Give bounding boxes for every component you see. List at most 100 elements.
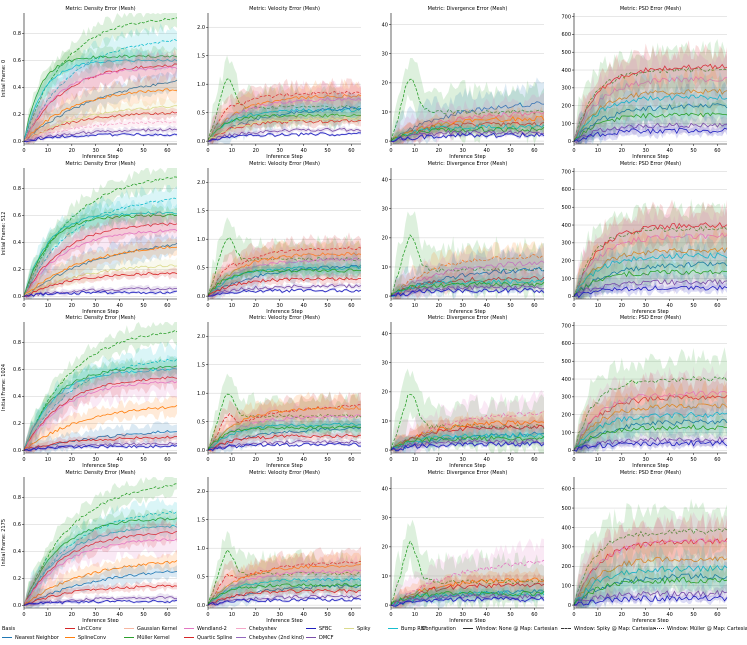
x-tick-label: 60 [531, 148, 537, 154]
y-tick-label: 0.2 [13, 576, 21, 582]
y-tick-label: 30 [382, 361, 388, 367]
series-line [207, 78, 362, 141]
series-band [24, 198, 177, 297]
series-line [207, 577, 362, 606]
series-line [390, 281, 545, 297]
x-tick-label: 50 [324, 303, 330, 309]
y-tick-label: 0 [385, 603, 388, 609]
figure-grid: Metric: Density Error (Mesh) 0.0 0.2 0.4 0.6… [1, 6, 728, 622]
series-band [24, 443, 177, 453]
series-line [390, 123, 545, 142]
series-band [574, 241, 727, 299]
series-line [207, 257, 362, 297]
subplot: Metric: Divergence Error (Mesh) 0 10 20 30 40… [382, 470, 545, 622]
x-tick-label: 20 [69, 612, 75, 618]
subplot: Metric: Density Error (Mesh) 0.0 0.2 0.4 0.6… [1, 315, 178, 469]
series-line [573, 103, 728, 142]
series-band [208, 391, 361, 453]
x-tick-label: 20 [436, 303, 442, 309]
x-tick-label: 30 [277, 457, 283, 463]
y-tick-label: 0 [568, 448, 571, 454]
x-tick-label: 0 [206, 612, 209, 618]
y-tick-label: 300 [561, 545, 571, 551]
x-tick-label: 60 [531, 303, 537, 309]
series-line [573, 88, 728, 142]
x-axis-label: Inference Step [82, 618, 118, 622]
series-band [208, 272, 361, 297]
series-band [208, 232, 361, 299]
series-band [574, 531, 727, 608]
series-line [23, 570, 178, 606]
series-line [573, 572, 728, 606]
x-tick-label: 50 [507, 612, 513, 618]
subplot: Metric: PSD Error (Mesh)0100200300400500… [561, 315, 728, 469]
x-tick-label: 20 [436, 148, 442, 154]
series-line [390, 593, 545, 606]
series-line [23, 38, 178, 142]
legend-label: Chebyshev [249, 626, 277, 632]
y-tick-label: 400 [561, 68, 571, 74]
subplot-title: Metric: Density Error (Mesh) [65, 315, 135, 321]
x-tick-label: 0 [22, 303, 25, 309]
legend: Basis LinCConv Gaussian Kernel Wendland-2 Ch… [0, 626, 747, 645]
x-tick-label: 20 [253, 612, 259, 618]
series-line [23, 228, 178, 297]
x-tick-label: 50 [140, 148, 146, 154]
series-line [207, 113, 362, 142]
series-band [24, 365, 177, 453]
series-line [23, 560, 178, 606]
series-band [574, 435, 727, 453]
x-tick-label: 0 [389, 457, 392, 463]
legend-item: SplineConv [65, 635, 106, 642]
subplot-title: Metric: Velocity Error (Mesh) [249, 6, 320, 12]
y-tick-label: 2.0 [197, 25, 205, 31]
subplot: Metric: PSD Error (Mesh)0100200300400500… [561, 6, 728, 160]
x-tick-label: 60 [714, 612, 720, 618]
x-tick-label: 30 [93, 612, 99, 618]
subplot-title: Metric: Density Error (Mesh) [65, 470, 135, 476]
legend-item: Müller Kernel [124, 635, 170, 642]
series-line [390, 438, 545, 451]
subplot-title: Metric: Velocity Error (Mesh) [249, 470, 320, 476]
legend-swatch [2, 637, 12, 638]
series-line [23, 530, 178, 606]
series-line [207, 425, 362, 451]
series-band [574, 70, 727, 144]
y-tick-label: 1.5 [197, 209, 205, 215]
y-tick-label: 400 [561, 377, 571, 383]
legend-label: Nearest Neighbor [15, 635, 59, 641]
x-tick-label: 0 [206, 457, 209, 463]
series-line [207, 563, 362, 606]
series-line [23, 538, 178, 606]
x-tick-label: 10 [412, 457, 418, 463]
series-line [23, 105, 177, 142]
legend-item: Configuration [422, 626, 456, 633]
y-tick-label: 30 [382, 52, 388, 58]
series-line [573, 576, 728, 606]
x-tick-label: 50 [690, 303, 696, 309]
y-tick-label: 10 [382, 419, 388, 425]
series-band [391, 425, 544, 453]
y-axis-label: Initial Frame: 1024 [1, 364, 7, 411]
legend-swatch [236, 637, 246, 638]
series-line [23, 111, 178, 142]
x-tick-label: 60 [531, 612, 537, 618]
legend-label: Spiky [357, 626, 371, 632]
series-band [574, 430, 727, 453]
series-line [390, 129, 545, 143]
x-tick-label: 60 [164, 457, 170, 463]
series-line [23, 584, 178, 606]
x-axis-label: Inference Step [632, 618, 668, 622]
series-line [573, 556, 728, 606]
y-tick-label: 200 [561, 412, 571, 418]
y-tick-label: 0 [385, 139, 388, 145]
y-tick-label: 1.0 [197, 391, 205, 397]
series-band [208, 106, 361, 142]
x-axis-label: Inference Step [266, 463, 302, 469]
series-line [23, 595, 178, 606]
series-line [23, 197, 178, 297]
series-band [391, 121, 544, 144]
legend-label: DMCF [319, 635, 334, 641]
series-line [573, 375, 728, 451]
legend-swatch [306, 637, 316, 638]
